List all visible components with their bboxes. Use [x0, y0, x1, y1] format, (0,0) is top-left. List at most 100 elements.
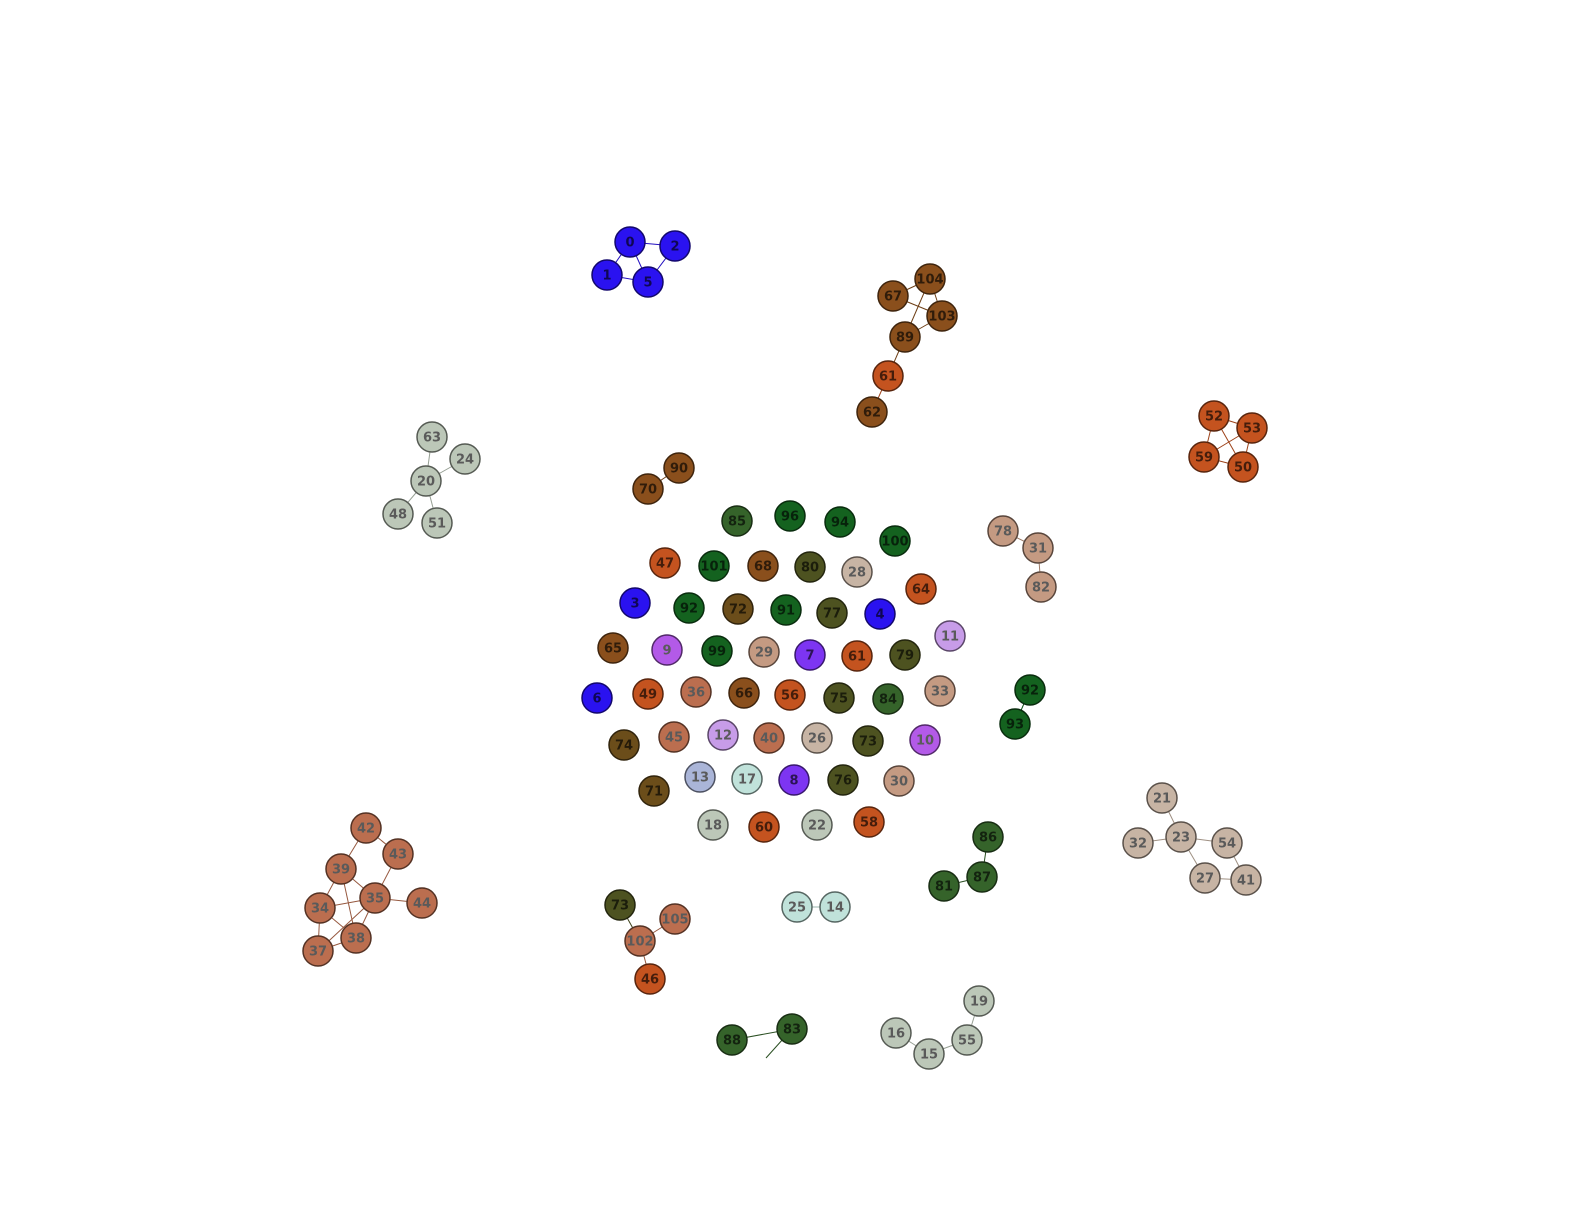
node-0[interactable]: 0 [614, 226, 646, 258]
node-71[interactable]: 71 [638, 775, 670, 807]
node-77[interactable]: 77 [816, 597, 848, 629]
node-78[interactable]: 78 [987, 515, 1019, 547]
node-61[interactable]: 61 [872, 360, 904, 392]
node-40[interactable]: 40 [753, 722, 785, 754]
node-89[interactable]: 89 [889, 321, 921, 353]
node-2[interactable]: 2 [659, 230, 691, 262]
node-81[interactable]: 81 [928, 870, 960, 902]
node-47[interactable]: 47 [649, 547, 681, 579]
node-14[interactable]: 14 [819, 891, 851, 923]
node-55[interactable]: 55 [951, 1024, 983, 1056]
node-7[interactable]: 7 [794, 639, 826, 671]
node-74[interactable]: 74 [608, 729, 640, 761]
node-9[interactable]: 9 [651, 634, 683, 666]
node-75[interactable]: 75 [823, 682, 855, 714]
node-28[interactable]: 28 [841, 556, 873, 588]
node-50[interactable]: 50 [1227, 451, 1259, 483]
node-12[interactable]: 12 [707, 719, 739, 751]
node-49[interactable]: 49 [632, 678, 664, 710]
node-67[interactable]: 67 [877, 280, 909, 312]
node-105[interactable]: 105 [659, 903, 691, 935]
node-44[interactable]: 44 [406, 887, 438, 919]
node-5[interactable]: 5 [632, 266, 664, 298]
node-60[interactable]: 60 [748, 811, 780, 843]
node-43[interactable]: 43 [382, 838, 414, 870]
node-88[interactable]: 88 [716, 1024, 748, 1056]
node-54[interactable]: 54 [1211, 827, 1243, 859]
node-42[interactable]: 42 [350, 812, 382, 844]
node-30[interactable]: 30 [883, 765, 915, 797]
node-27[interactable]: 27 [1189, 862, 1221, 894]
node-87[interactable]: 87 [966, 861, 998, 893]
node-66[interactable]: 66 [728, 677, 760, 709]
node-59[interactable]: 59 [1188, 441, 1220, 473]
node-62[interactable]: 62 [856, 396, 888, 428]
node-79[interactable]: 79 [889, 639, 921, 671]
node-26[interactable]: 26 [801, 722, 833, 754]
node-11[interactable]: 11 [934, 620, 966, 652]
node-86[interactable]: 86 [972, 821, 1004, 853]
node-52[interactable]: 52 [1198, 400, 1230, 432]
node-24[interactable]: 24 [449, 443, 481, 475]
node-90[interactable]: 90 [663, 452, 695, 484]
node-25[interactable]: 25 [781, 891, 813, 923]
node-94[interactable]: 94 [824, 506, 856, 538]
node-58[interactable]: 58 [853, 806, 885, 838]
node-99[interactable]: 99 [701, 635, 733, 667]
node-4[interactable]: 4 [864, 598, 896, 630]
node-15[interactable]: 15 [913, 1038, 945, 1070]
node-33[interactable]: 33 [924, 675, 956, 707]
node-32[interactable]: 32 [1122, 827, 1154, 859]
node-96[interactable]: 96 [774, 500, 806, 532]
node-3[interactable]: 3 [619, 587, 651, 619]
node-102[interactable]: 102 [624, 925, 656, 957]
node-13[interactable]: 13 [684, 761, 716, 793]
node-51[interactable]: 51 [421, 507, 453, 539]
node-29[interactable]: 29 [748, 636, 780, 668]
node-53[interactable]: 53 [1236, 412, 1268, 444]
node-10[interactable]: 10 [909, 724, 941, 756]
node-83[interactable]: 83 [776, 1013, 808, 1045]
node-61[interactable]: 61 [841, 640, 873, 672]
node-92[interactable]: 92 [1014, 674, 1046, 706]
node-34[interactable]: 34 [304, 892, 336, 924]
node-100[interactable]: 100 [879, 525, 911, 557]
node-18[interactable]: 18 [697, 809, 729, 841]
node-91[interactable]: 91 [770, 594, 802, 626]
node-70[interactable]: 70 [632, 473, 664, 505]
node-56[interactable]: 56 [774, 679, 806, 711]
node-65[interactable]: 65 [597, 632, 629, 664]
node-31[interactable]: 31 [1022, 532, 1054, 564]
node-39[interactable]: 39 [325, 853, 357, 885]
node-76[interactable]: 76 [827, 764, 859, 796]
node-68[interactable]: 68 [747, 550, 779, 582]
node-38[interactable]: 38 [340, 922, 372, 954]
node-45[interactable]: 45 [658, 721, 690, 753]
node-84[interactable]: 84 [872, 683, 904, 715]
node-1[interactable]: 1 [591, 259, 623, 291]
node-16[interactable]: 16 [880, 1017, 912, 1049]
node-36[interactable]: 36 [680, 676, 712, 708]
node-72[interactable]: 72 [722, 593, 754, 625]
node-64[interactable]: 64 [905, 573, 937, 605]
node-80[interactable]: 80 [794, 551, 826, 583]
node-92[interactable]: 92 [673, 592, 705, 624]
node-93[interactable]: 93 [999, 708, 1031, 740]
node-17[interactable]: 17 [731, 763, 763, 795]
node-85[interactable]: 85 [721, 505, 753, 537]
node-35[interactable]: 35 [359, 882, 391, 914]
node-82[interactable]: 82 [1025, 571, 1057, 603]
node-103[interactable]: 103 [926, 300, 958, 332]
node-8[interactable]: 8 [778, 764, 810, 796]
node-19[interactable]: 19 [963, 985, 995, 1017]
node-37[interactable]: 37 [302, 935, 334, 967]
node-23[interactable]: 23 [1165, 821, 1197, 853]
node-104[interactable]: 104 [914, 263, 946, 295]
node-63[interactable]: 63 [416, 421, 448, 453]
node-73[interactable]: 73 [852, 725, 884, 757]
node-48[interactable]: 48 [382, 498, 414, 530]
node-41[interactable]: 41 [1230, 864, 1262, 896]
node-22[interactable]: 22 [801, 809, 833, 841]
node-101[interactable]: 101 [698, 550, 730, 582]
node-6[interactable]: 6 [581, 682, 613, 714]
